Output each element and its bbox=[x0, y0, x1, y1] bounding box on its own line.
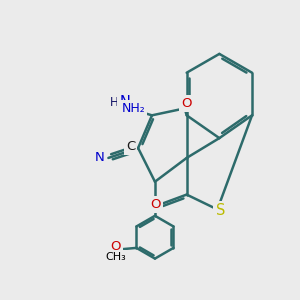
Text: H: H bbox=[121, 106, 129, 118]
Text: N: N bbox=[95, 152, 105, 164]
Text: O: O bbox=[110, 240, 121, 253]
Text: H: H bbox=[110, 96, 118, 109]
Text: S: S bbox=[216, 203, 225, 218]
Text: CH₃: CH₃ bbox=[105, 252, 126, 262]
Text: N: N bbox=[119, 95, 130, 110]
Text: O: O bbox=[150, 198, 161, 211]
Text: O: O bbox=[181, 98, 191, 110]
Text: NH₂: NH₂ bbox=[122, 102, 146, 115]
Text: C: C bbox=[126, 140, 135, 153]
